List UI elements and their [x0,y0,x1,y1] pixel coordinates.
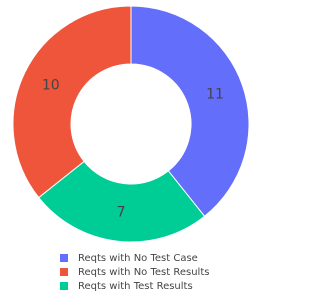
legend-swatch [60,282,68,290]
donut-slice [130,5,250,217]
legend-swatch [60,268,68,276]
value-label: 11 [206,87,224,103]
donut-slice [38,160,206,243]
legend-label: Reqts with Test Results [78,281,193,292]
donut-slice [12,5,132,199]
chart: 11 7 10 Reqts with No Test Case Reqts with N… [12,5,250,292]
value-label: 10 [42,77,60,93]
legend-swatch [60,254,68,262]
value-label: 7 [117,204,126,220]
legend-label: Reqts with No Test Results [78,267,209,278]
legend-label: Reqts with No Test Case [78,253,198,264]
